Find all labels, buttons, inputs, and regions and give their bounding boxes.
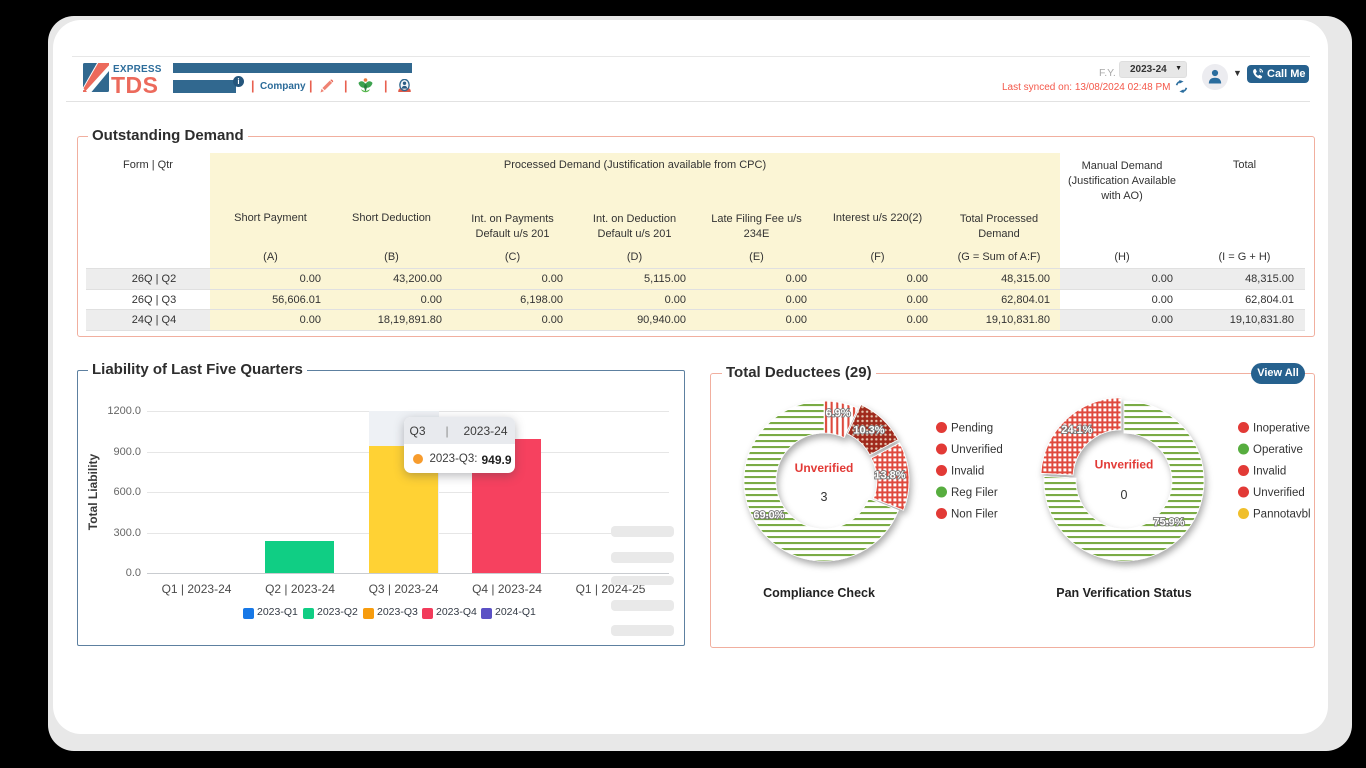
svg-text:Invalid: Invalid xyxy=(1253,466,1286,478)
svg-text:Inoperative: Inoperative xyxy=(1253,423,1310,435)
svg-text:Unverified: Unverified xyxy=(951,444,1003,456)
svg-text:Unverified: Unverified xyxy=(1095,458,1154,472)
svg-text:13.8%: 13.8% xyxy=(874,470,905,482)
svg-text:Compliance Check: Compliance Check xyxy=(763,586,875,600)
svg-text:Pan Verification Status: Pan Verification Status xyxy=(1056,586,1192,600)
svg-text:Pending: Pending xyxy=(951,423,993,435)
svg-text:Invalid: Invalid xyxy=(951,466,984,478)
svg-text:Unverified: Unverified xyxy=(1253,487,1305,499)
svg-text:24.1%: 24.1% xyxy=(1061,424,1092,436)
svg-text:Operative: Operative xyxy=(1253,444,1303,456)
svg-text:Non Filer: Non Filer xyxy=(951,509,998,521)
svg-text:Reg Filer: Reg Filer xyxy=(951,487,998,499)
svg-text:Unverified: Unverified xyxy=(795,461,854,475)
svg-text:3: 3 xyxy=(821,490,828,504)
svg-text:75.9%: 75.9% xyxy=(1153,517,1184,529)
svg-text:69.0%: 69.0% xyxy=(753,510,784,522)
svg-text:0: 0 xyxy=(1121,488,1128,502)
svg-text:6.9%: 6.9% xyxy=(825,408,850,420)
svg-text:10.3%: 10.3% xyxy=(853,425,884,437)
svg-text:Pannotavbl: Pannotavbl xyxy=(1253,509,1311,521)
